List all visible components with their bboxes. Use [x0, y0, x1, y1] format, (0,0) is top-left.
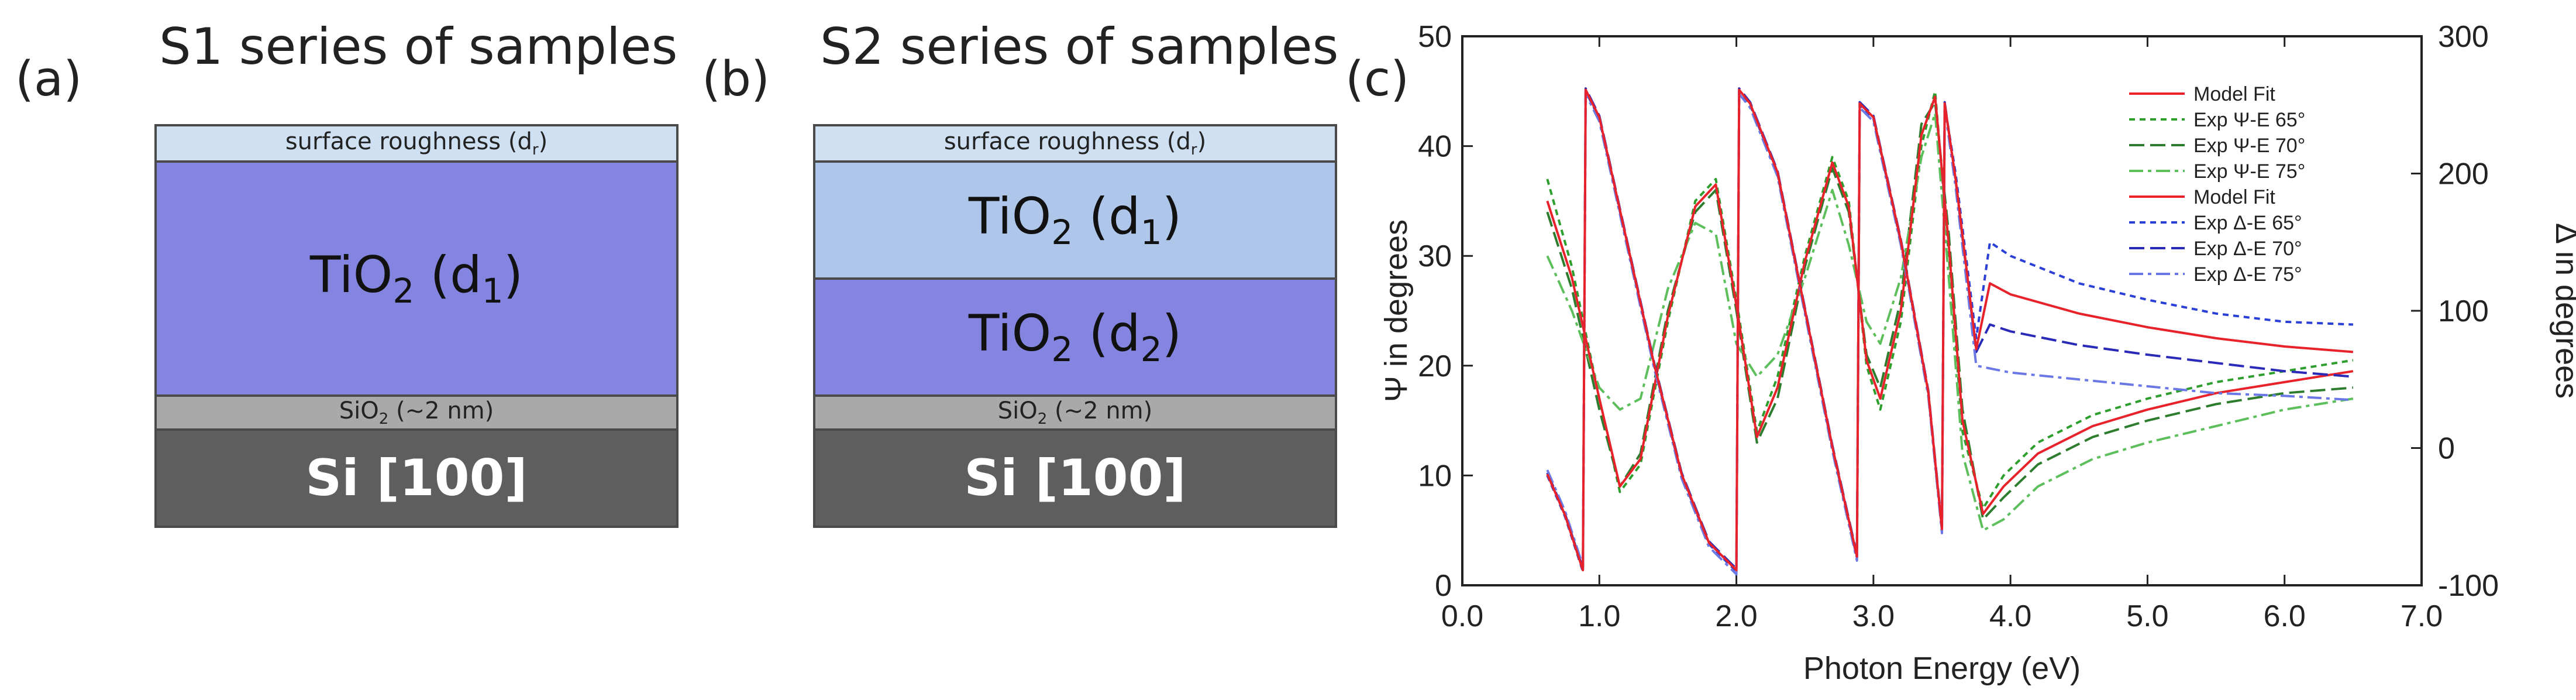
legend-label: Exp Ψ-E 70° [2193, 135, 2305, 157]
s1-tio2-layer: TiO2 (d1) [157, 160, 676, 394]
series-line-exp-e-75 [1546, 112, 2354, 532]
y-axis-label-right: Δ in degrees [2549, 223, 2576, 399]
y-tick-label-left: 30 [1418, 239, 1452, 273]
x-tick-label: 3.0 [1852, 599, 1895, 633]
s2-layer-stack: surface roughness (dr) TiO2 (d1) TiO2 (d… [813, 124, 1337, 528]
series-line-exp-e-70 [1546, 101, 2354, 521]
s2-sio2-label: SiO2 (~2 nm) [997, 397, 1153, 428]
s1-sio2-label: SiO2 (~2 nm) [339, 397, 494, 428]
y-tick-label-right: 200 [2438, 157, 2489, 191]
legend-label: Exp Ψ-E 65° [2193, 109, 2305, 131]
plot-frame [1461, 35, 2423, 586]
panel-b-label: (b) [702, 52, 770, 107]
y-axis-label-left: Ψ in degrees [1379, 219, 1414, 402]
x-tick-label: 1.0 [1578, 599, 1620, 633]
y-tick-label-left: 0 [1435, 569, 1452, 603]
s2-roughness-label: surface roughness (dr) [943, 128, 1207, 159]
legend-label: Exp Δ-E 65° [2193, 212, 2302, 234]
s2-tio2-top-layer: TiO2 (d1) [815, 160, 1335, 277]
series-line-exp-e-65 [1546, 90, 2353, 573]
legend-label: Exp Δ-E 75° [2193, 263, 2302, 286]
legend-label: Exp Ψ-E 75° [2193, 160, 2305, 183]
x-tick-label: 5.0 [2126, 599, 2168, 633]
s2-si-substrate: Si [100] [815, 428, 1335, 526]
y-tick-label-right: 300 [2438, 20, 2489, 54]
y-tick-label-left: 20 [1418, 349, 1452, 383]
legend-label: Exp Δ-E 70° [2193, 238, 2302, 260]
s1-sio2-layer: SiO2 (~2 nm) [157, 394, 676, 428]
panel-a-title: S1 series of samples [159, 18, 678, 76]
x-tick-label: 0.0 [1441, 599, 1483, 633]
y-tick-label-right: 0 [2438, 432, 2455, 466]
series-line-model-fit [1546, 88, 2354, 572]
s2-tio2-bottom-layer: TiO2 (d2) [815, 277, 1335, 394]
s2-si-label: Si [100] [964, 449, 1186, 507]
legend-label: Model Fit [2193, 83, 2275, 105]
panel-a-label: (a) [15, 52, 82, 107]
series-line-exp-e-65 [1546, 90, 2354, 510]
s1-roughness-label: surface roughness (dr) [285, 128, 548, 159]
s1-tio2-label: TiO2 (d1) [309, 246, 524, 311]
x-tick-label: 6.0 [2264, 599, 2306, 633]
s1-si-substrate: Si [100] [157, 428, 676, 526]
s2-sio2-layer: SiO2 (~2 nm) [815, 394, 1335, 428]
y-tick-label-right: 100 [2438, 294, 2489, 328]
s2-roughness-layer: surface roughness (dr) [815, 126, 1335, 160]
panel-c-label: (c) [1345, 52, 1410, 107]
y-tick-label-left: 50 [1418, 20, 1452, 54]
y-tick-label-right: -100 [2438, 569, 2499, 603]
y-tick-label-left: 40 [1418, 130, 1452, 164]
series-line-exp-e-70 [1546, 87, 2354, 570]
x-tick-label: 7.0 [2401, 599, 2443, 633]
panel-b-title: S2 series of samples [820, 18, 1339, 76]
s1-si-label: Si [100] [305, 449, 528, 507]
s1-layer-stack: surface roughness (dr) TiO2 (d1) SiO2 (~… [154, 124, 679, 528]
x-tick-label: 4.0 [1989, 599, 2031, 633]
series-line-exp-e-75 [1546, 92, 2354, 576]
s2-tio2-bottom-label: TiO2 (d2) [968, 304, 1182, 370]
legend-label: Model Fit [2193, 186, 2275, 208]
y-tick-label-left: 10 [1418, 459, 1452, 493]
s2-tio2-top-label: TiO2 (d1) [968, 187, 1182, 253]
series-line-model-fit [1546, 95, 2354, 516]
x-tick-label: 2.0 [1715, 599, 1757, 633]
x-axis-label: Photon Energy (eV) [1803, 651, 2081, 686]
s1-roughness-layer: surface roughness (dr) [157, 126, 676, 160]
